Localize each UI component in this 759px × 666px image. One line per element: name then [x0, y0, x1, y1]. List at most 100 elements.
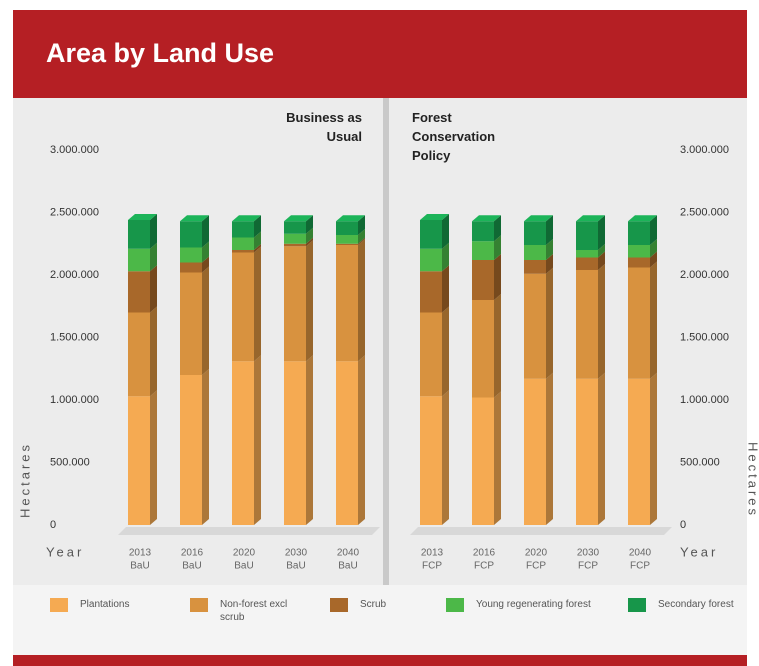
bar-side [494, 254, 501, 300]
x-axis-label: Year [680, 544, 718, 559]
bar-side [598, 244, 605, 258]
bar-side [650, 261, 657, 379]
bar [232, 361, 254, 525]
bar-side [358, 355, 365, 525]
bar-side [442, 214, 449, 249]
bar-top [472, 215, 501, 222]
legend-item: Scrub [330, 598, 410, 612]
bar [284, 243, 306, 247]
bar-side [358, 237, 365, 245]
bar [576, 257, 598, 270]
bar-side [546, 254, 553, 274]
bar-side [598, 264, 605, 379]
x-tick-sublabel: BaU [130, 561, 149, 572]
legend-swatch [50, 598, 68, 612]
bar-side [442, 390, 449, 525]
footer-band [13, 655, 747, 666]
legend-label: Young regenerating forest [476, 599, 591, 610]
bar [284, 221, 306, 234]
y-tick-label: 1.000.000 [680, 394, 729, 406]
bar-top [576, 215, 605, 222]
legend-item: Young regenerating forest [446, 598, 596, 612]
y-tick-label: 1.500.000 [680, 331, 729, 343]
bar [524, 378, 546, 525]
x-tick-label: 2020 [233, 548, 256, 559]
bar [180, 221, 202, 248]
y-tick-label: 2.500.000 [680, 206, 729, 218]
bar-side [442, 265, 449, 313]
y-tick-label: 500.000 [50, 456, 90, 468]
bar [284, 233, 306, 244]
bar [576, 270, 598, 379]
bar [232, 237, 254, 250]
bar [128, 248, 150, 272]
bar [180, 247, 202, 263]
legend-label: Plantations [80, 599, 130, 610]
bar-side [306, 227, 313, 244]
bar-top [336, 215, 365, 222]
bar [232, 252, 254, 362]
bar-side [650, 372, 657, 525]
bar [420, 312, 442, 397]
bar [628, 221, 650, 245]
bar [180, 272, 202, 375]
bar-top [284, 215, 313, 222]
bar [628, 245, 650, 258]
bar-side [650, 251, 657, 268]
bar-side [358, 229, 365, 244]
bar [420, 220, 442, 249]
x-tick-sublabel: FCP [474, 561, 494, 572]
bar-side [306, 355, 313, 525]
bar [128, 312, 150, 397]
bar-side [150, 265, 157, 313]
x-tick-label: 2013 [421, 548, 444, 559]
bar-side [150, 242, 157, 272]
y-tick-label: 3.000.000 [680, 144, 729, 156]
bar [472, 221, 494, 242]
legend-label: Secondary forest [658, 599, 734, 610]
x-tick-sublabel: BaU [338, 561, 357, 572]
x-tick-label: 2013 [129, 548, 152, 559]
bar-side [598, 251, 605, 270]
y-tick-label: 3.000.000 [50, 144, 99, 156]
legend-swatch [190, 598, 208, 612]
legend-swatch [446, 598, 464, 612]
bar-side [546, 239, 553, 260]
bar-side [546, 372, 553, 525]
bar [284, 361, 306, 525]
bar-side [494, 294, 501, 398]
bar [232, 250, 254, 253]
x-tick-sublabel: FCP [578, 561, 598, 572]
y-tick-label: 0 [680, 519, 686, 531]
bar-side [358, 215, 365, 235]
header-band [13, 10, 747, 98]
y-tick-label: 2.000.000 [680, 269, 729, 281]
legend-swatch [330, 598, 348, 612]
y-tick-label: 2.000.000 [50, 269, 99, 281]
bar-side [202, 215, 209, 248]
x-tick-label: 2030 [285, 548, 308, 559]
bar [128, 271, 150, 313]
x-tick-sublabel: BaU [286, 561, 305, 572]
bar-side [442, 306, 449, 397]
y-axis-label: Hectares [17, 442, 32, 518]
bar [420, 271, 442, 313]
legend-label: Non-forest excl scrub [220, 599, 288, 623]
bar [524, 273, 546, 379]
bar [336, 243, 358, 245]
bar-side [202, 241, 209, 263]
bar-side [306, 215, 313, 234]
bar [336, 361, 358, 525]
bar [472, 300, 494, 398]
x-tick-label: 2016 [473, 548, 496, 559]
bar [420, 248, 442, 272]
panel-title: Forest Conservation Policy [412, 110, 496, 163]
legend-item: Secondary forest [628, 598, 748, 612]
bar [524, 245, 546, 260]
x-tick-label: 2040 [337, 548, 360, 559]
bar-side [650, 215, 657, 245]
bar-top [180, 215, 209, 222]
bar [576, 378, 598, 525]
y-tick-label: 0 [50, 519, 56, 531]
bar-side [202, 369, 209, 525]
